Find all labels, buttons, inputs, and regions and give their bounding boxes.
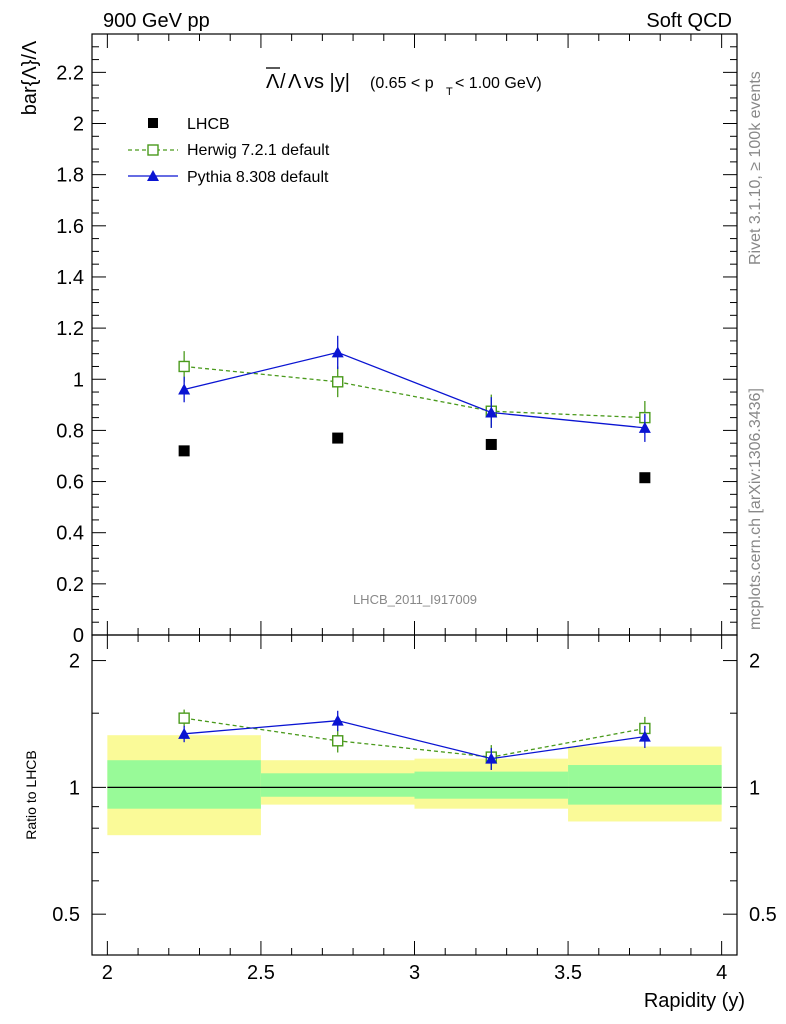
legend-item-lhcb: LHCB xyxy=(148,116,230,133)
main-ytick-label: 2 xyxy=(73,114,84,136)
data-point xyxy=(178,445,190,457)
main-ytick-label: 1.8 xyxy=(56,165,84,187)
main-ytick-label: 0 xyxy=(73,625,84,647)
main-ytick-label: 0.6 xyxy=(56,472,84,494)
main-ytick-label: 0.2 xyxy=(56,574,84,596)
ratio-line xyxy=(184,717,645,758)
data-point xyxy=(638,421,651,433)
legend-item-herwig: Herwig 7.2.1 default xyxy=(128,142,330,159)
main-ytick-label: 1 xyxy=(73,369,84,391)
main-ylabel: bar{Λ}/Λ xyxy=(19,40,41,115)
data-point xyxy=(331,346,344,358)
main-ytick-label: 0.4 xyxy=(56,523,84,545)
legend-label-lhcb: LHCB xyxy=(187,116,230,133)
band-inner xyxy=(568,765,722,805)
main-axes: 0 0.2 0.4 0.6 0.8 1 1.2 1.4 1.6 1.8 2 2.2 xyxy=(56,33,737,647)
data-point xyxy=(332,376,344,388)
title-cond-sub: T xyxy=(446,86,453,98)
ratio-xtick-label: 2 xyxy=(102,962,113,984)
legend-marker-lhcb xyxy=(148,118,158,128)
title-cond-close: < 1.00 GeV) xyxy=(455,75,542,92)
main-ytick-label: 0.8 xyxy=(56,420,84,442)
ratio-ytick-label-right: 0.5 xyxy=(749,904,777,926)
main-ytick-label: 2.2 xyxy=(56,62,84,84)
ratio-axes: 2 2.5 3 3.5 4 0.5 0.5 1 1 2 2 xyxy=(52,635,777,984)
main-ytick-label: 1.2 xyxy=(56,318,84,340)
data-point xyxy=(178,383,191,395)
ratio-ytick-label: 1 xyxy=(69,777,80,799)
ratio-xtick-label: 4 xyxy=(716,962,727,984)
chart-title: Λ / Λ vs |y| (0.65 < p T < 1.00 GeV) xyxy=(266,67,542,98)
legend-marker-pythia xyxy=(147,170,159,181)
title-slash: / xyxy=(280,71,286,93)
data-point xyxy=(639,472,651,484)
ratio-xtick-label: 3.5 xyxy=(554,962,582,984)
mcplots-label: mcplots.cern.ch [arXiv:1306.3436] xyxy=(747,388,764,630)
legend-label-herwig: Herwig 7.2.1 default xyxy=(187,142,330,159)
header-left: 900 GeV pp xyxy=(103,10,210,32)
ratio-point xyxy=(638,730,651,742)
ratio-bands xyxy=(107,735,722,836)
ratio-line xyxy=(184,720,645,760)
ratio-point xyxy=(178,727,191,739)
ratio-point xyxy=(178,712,190,724)
title-lambda: Λ xyxy=(288,71,302,93)
main-marks xyxy=(178,335,651,484)
main-ytick-label: 1.6 xyxy=(56,216,84,238)
data-point xyxy=(178,360,190,373)
series-line xyxy=(184,365,645,419)
ratio-xtick-label: 3 xyxy=(409,962,420,984)
title-lambda-bar: Λ xyxy=(266,71,280,93)
band-inner xyxy=(260,773,415,797)
ratio-xtick-label: 2.5 xyxy=(247,962,275,984)
ratio-ytick-label-right: 1 xyxy=(749,777,760,799)
series-pythia xyxy=(178,335,651,442)
main-panel: 00.20.40.60.811.21.41.61.822.2 bar{Λ}/Λ … xyxy=(19,33,738,647)
data-point xyxy=(485,438,497,450)
legend-marker-herwig xyxy=(147,144,159,156)
data-point xyxy=(485,406,498,418)
legend-label-pythia: Pythia 8.308 default xyxy=(187,169,329,186)
header-right: Soft QCD xyxy=(646,10,732,32)
ratio-marks xyxy=(178,709,651,770)
analysis-watermark: LHCB_2011_I917009 xyxy=(353,592,477,607)
ratio-ytick-label: 2 xyxy=(69,651,80,673)
title-cond-open: (0.65 < p xyxy=(370,75,434,92)
title-vs: vs |y| xyxy=(304,71,350,93)
band-inner xyxy=(107,760,261,809)
ratio-ytick-label: 0.5 xyxy=(52,904,80,926)
ratio-point xyxy=(332,735,344,747)
ratio-point xyxy=(485,752,498,764)
rivet-label: Rivet 3.1.10, ≥ 100k events xyxy=(747,71,764,265)
x-axis-label: Rapidity (y) xyxy=(644,990,745,1012)
series-lhcb xyxy=(178,432,651,484)
series-line xyxy=(183,351,645,429)
legend: LHCB Herwig 7.2.1 default Pythia 8.308 d… xyxy=(128,116,330,186)
ratio-ytick-label-right: 2 xyxy=(749,651,760,673)
main-ytick-label: 1.4 xyxy=(56,267,84,289)
band-inner xyxy=(414,771,569,799)
ratio-point xyxy=(331,714,344,726)
legend-item-pythia: Pythia 8.308 default xyxy=(128,169,329,186)
ratio-panel: 2 2.5 3 3.5 4 0.5 0.5 1 1 2 2 Ratio to LHCB Rapidi… xyxy=(23,634,777,1012)
ratio-series-pythia xyxy=(178,710,651,770)
ratio-ylabel: Ratio to LHCB xyxy=(23,750,39,839)
data-point xyxy=(332,432,344,444)
